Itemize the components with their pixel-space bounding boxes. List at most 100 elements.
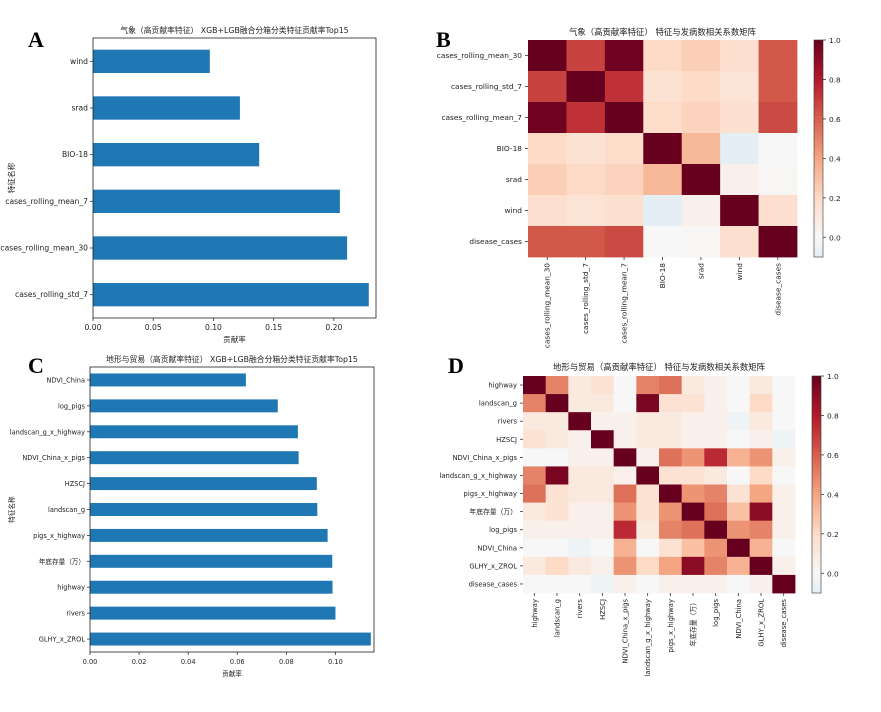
- heat-cell-d-10-5: [636, 556, 660, 576]
- heat-cell-d-2-5: [636, 412, 660, 431]
- colorbar-segment-d: [812, 462, 821, 467]
- bar-chart-c: 地形与贸易（高贡献率特征） XGB+LGB融合分箱分类特征贡献率Top15 NDV…: [7, 354, 375, 678]
- bar-c-8: [90, 580, 333, 594]
- colorbar-segment-d: [812, 571, 821, 576]
- heat-cell-b-1-3: [643, 71, 683, 103]
- colorbar-segment-b: [814, 231, 823, 236]
- colorbar-segment-d: [812, 437, 821, 442]
- heat-cell-b-6-6: [758, 226, 798, 258]
- x-tick-label-c-3: 0.06: [230, 658, 245, 666]
- heat-cell-d-5-3: [591, 466, 615, 485]
- heat-cell-b-0-0: [528, 40, 567, 72]
- colorbar-segment-d: [812, 441, 821, 446]
- x-tick-label-a-4: 0.20: [325, 323, 342, 332]
- colorbar-segment-d: [812, 379, 821, 384]
- colorbar-segment-d: [812, 415, 821, 420]
- colorbar-segment-b: [814, 137, 823, 142]
- colorbar-segment-d: [812, 477, 821, 482]
- bar-c-2: [90, 425, 298, 439]
- heat-cell-d-8-8: [704, 520, 728, 540]
- row-label-b-4: srad: [506, 175, 522, 184]
- colorbar-segment-b: [814, 87, 823, 92]
- colorbar-segment-d: [812, 506, 821, 511]
- col-label-b-0: cases_rolling_mean_30: [543, 263, 552, 349]
- colorbar-segment-d: [812, 466, 821, 471]
- colorbar-segment-b: [814, 166, 823, 171]
- heat-cell-b-6-0: [528, 226, 567, 258]
- heat-cell-d-4-4: [613, 448, 637, 467]
- heat-cell-b-0-4: [681, 40, 721, 72]
- colorbar-segment-b: [814, 206, 823, 211]
- row-label-d-2: rivers: [498, 418, 518, 426]
- heat-cell-b-4-5: [720, 164, 759, 196]
- heat-cell-d-10-8: [704, 556, 728, 576]
- heat-cell-d-7-2: [568, 502, 592, 522]
- heat-cell-b-3-2: [604, 133, 644, 165]
- bar-a-0: [93, 49, 210, 73]
- heat-cell-b-1-5: [720, 71, 759, 103]
- heat-cell-d-5-0: [523, 466, 547, 485]
- colorbar-frame-b: [813, 39, 824, 258]
- colorbar-segment-b: [814, 50, 823, 55]
- y-tick-label-a-4: cases_rolling_mean_30: [0, 244, 88, 253]
- col-label-d-11: disease_cases: [780, 599, 788, 648]
- heat-cell-d-2-0: [523, 412, 547, 431]
- colorbar-segment-b: [814, 134, 823, 139]
- x-tick-label-a-3: 0.15: [265, 323, 282, 332]
- colorbar-segment-b: [814, 130, 823, 135]
- colorbar-segment-d: [812, 560, 821, 565]
- heat-cell-d-7-9: [727, 502, 751, 522]
- bar-c-3: [90, 451, 299, 465]
- y-tick-label-c-9: rivers: [66, 610, 85, 618]
- heat-cell-b-4-4: [681, 164, 721, 196]
- colorbar-segment-b: [814, 184, 823, 189]
- colorbar-segment-b: [814, 43, 823, 48]
- colorbar-segment-d: [812, 567, 821, 572]
- colorbar-segment-b: [814, 79, 823, 84]
- heat-cell-d-4-5: [636, 448, 660, 467]
- heat-cell-d-3-9: [727, 430, 751, 449]
- heat-cell-d-1-7: [681, 394, 705, 413]
- heat-cell-d-10-7: [681, 556, 705, 576]
- colorbar-segment-b: [814, 108, 823, 113]
- heat-cell-d-4-0: [523, 448, 547, 467]
- colorbar-segment-d: [812, 509, 821, 514]
- colorbar-segment-b: [814, 228, 823, 233]
- colorbar-label-d-0: 0.0: [827, 569, 839, 578]
- heat-cell-b-6-4: [681, 226, 721, 258]
- row-label-d-7: 年底存量（万）: [469, 507, 517, 516]
- colorbar-segment-d: [812, 488, 821, 493]
- heat-cell-d-4-7: [681, 448, 705, 467]
- colorbar-frame-d: [811, 375, 822, 594]
- row-label-d-3: HZSCJ: [496, 436, 517, 444]
- heat-cell-b-2-2: [604, 102, 644, 134]
- colorbar-segment-b: [814, 253, 823, 258]
- heat-cell-d-4-11: [772, 448, 796, 467]
- col-label-d-0: highway: [531, 599, 539, 628]
- col-label-d-8: log_pigs: [712, 599, 720, 627]
- colorbar-segment-d: [812, 498, 821, 503]
- colorbar-segment-d: [812, 412, 821, 417]
- colorbar-segment-b: [814, 159, 823, 164]
- heat-cell-d-9-8: [704, 538, 728, 558]
- colorbar-segment-b: [814, 162, 823, 167]
- row-label-d-5: landscan_g_x_highway: [439, 472, 517, 480]
- heat-cell-d-0-0: [523, 376, 547, 395]
- col-label-b-1: cases_rolling_std_7: [581, 263, 590, 334]
- heat-cell-d-9-10: [749, 538, 773, 558]
- heat-cell-d-5-6: [659, 466, 683, 485]
- heat-cell-b-1-6: [758, 71, 798, 103]
- colorbar-label-d-2: 0.4: [827, 490, 839, 499]
- colorbar-segment-d: [812, 444, 821, 449]
- heat-cell-d-0-6: [659, 376, 683, 395]
- heat-cell-d-6-2: [568, 484, 592, 503]
- bar-c-5: [90, 503, 318, 516]
- colorbar-segment-d: [812, 383, 821, 388]
- heat-cell-d-0-10: [749, 376, 773, 395]
- heat-cell-b-2-3: [643, 102, 683, 134]
- heat-cell-d-7-10: [749, 502, 773, 522]
- bar-a-4: [93, 236, 348, 260]
- heat-cell-d-5-10: [749, 466, 773, 485]
- heat-cell-d-1-5: [636, 394, 660, 413]
- heat-cell-d-3-2: [568, 430, 592, 449]
